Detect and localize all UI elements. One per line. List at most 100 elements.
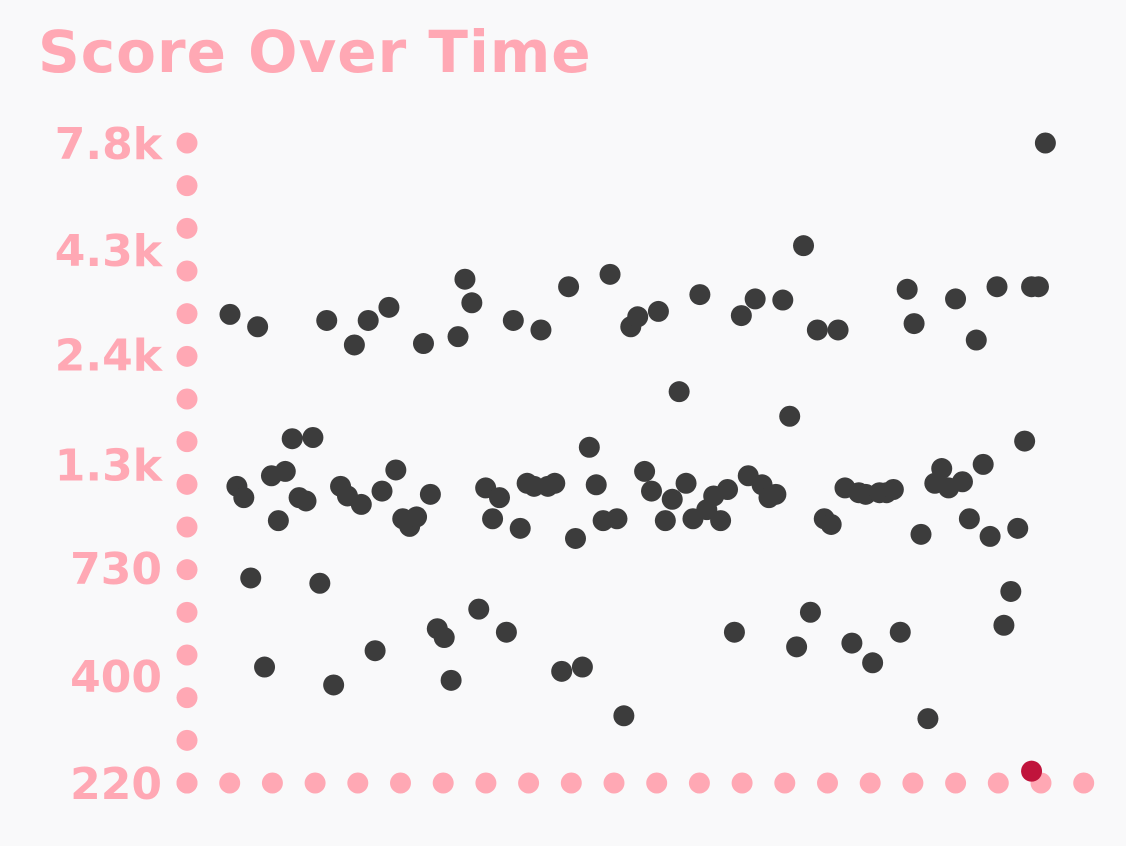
data-point [779, 405, 801, 427]
data-point [993, 614, 1015, 636]
data-point [723, 621, 745, 643]
data-point [364, 640, 386, 662]
data-point [385, 459, 407, 481]
data-point [786, 636, 808, 658]
data-point [447, 326, 469, 348]
data-point [461, 292, 483, 314]
data-point [1034, 132, 1056, 154]
data-point [233, 487, 255, 509]
y-axis-dot [176, 175, 198, 197]
data-point [979, 525, 1001, 547]
data-point [827, 319, 849, 341]
data-point [972, 453, 994, 475]
data-point [710, 510, 732, 532]
data-point [841, 632, 863, 654]
x-axis-dot [432, 772, 454, 794]
data-point [571, 656, 593, 678]
x-axis-dot [688, 772, 710, 794]
data-point [544, 472, 566, 494]
data-point [454, 268, 476, 290]
data-point [627, 306, 649, 328]
data-point [295, 490, 317, 512]
y-tick-labels: 220 400 730 1.3k 2.4k 4.3k 7.8k [55, 119, 164, 810]
chart-title: Score Over Time [38, 18, 592, 86]
data-point [468, 598, 490, 620]
x-axis-dot [347, 772, 369, 794]
y-axis-dot [176, 260, 198, 282]
data-point [219, 303, 241, 325]
data-point [565, 527, 586, 549]
x-axis-dot [603, 772, 625, 794]
y-axis-dot [176, 601, 198, 623]
data-point [378, 296, 400, 318]
data-point [793, 235, 815, 257]
y-axis-dot [176, 687, 198, 709]
x-axis [176, 772, 1095, 794]
data-point [806, 319, 828, 341]
x-axis-dot [945, 772, 967, 794]
data-point [357, 309, 379, 331]
data-point [495, 621, 517, 643]
data-point [240, 567, 262, 589]
data-point [406, 506, 428, 528]
data-point [274, 460, 296, 482]
data-point [951, 471, 973, 493]
y-axis-dot [176, 516, 198, 538]
data-point [482, 508, 504, 530]
data-point [931, 458, 953, 480]
data-point [668, 381, 690, 403]
data-point [606, 508, 628, 530]
data-point [889, 621, 911, 643]
x-axis-dot [560, 772, 582, 794]
y-axis-dot [176, 388, 198, 410]
y-tick-label: 730 [70, 544, 162, 595]
data-point [986, 276, 1008, 298]
data-point [613, 705, 635, 727]
x-axis-dot [475, 772, 497, 794]
data-point [1007, 517, 1029, 539]
data-point [551, 660, 573, 682]
x-axis-dot [774, 772, 796, 794]
data-point [1014, 430, 1036, 452]
x-axis-dot [817, 772, 838, 794]
data-point [316, 309, 338, 331]
data-point [917, 708, 939, 730]
data-point [1000, 580, 1022, 602]
y-tick-label: 2.4k [55, 330, 164, 381]
data-point [530, 319, 552, 341]
y-tick-label: 4.3k [55, 226, 164, 277]
data-point [958, 508, 980, 530]
data-point [585, 474, 607, 496]
data-point [433, 627, 455, 649]
y-tick-label: 400 [70, 652, 162, 703]
data-point [302, 427, 324, 449]
x-axis-dot [859, 772, 881, 794]
x-axis-dot [987, 772, 1009, 794]
data-point [419, 483, 441, 505]
data-point [247, 316, 269, 338]
data-points [219, 132, 1056, 782]
data-point [440, 669, 462, 691]
y-axis-dot [176, 729, 198, 751]
highlight-point [1021, 760, 1043, 782]
data-point [267, 510, 289, 532]
x-axis-dot [1073, 772, 1095, 794]
y-tick-label: 1.3k [55, 440, 164, 491]
data-point [323, 674, 345, 696]
data-point [509, 517, 531, 539]
data-point [717, 479, 739, 501]
data-point [412, 333, 434, 355]
data-point [772, 289, 794, 311]
y-axis-dot [176, 345, 198, 367]
data-point [350, 493, 372, 515]
data-point [578, 436, 600, 458]
data-point [661, 488, 683, 510]
x-axis-dot [518, 772, 540, 794]
x-axis-dot [304, 772, 326, 794]
x-axis-dot [390, 772, 411, 794]
data-point [599, 263, 621, 285]
x-axis-dot [261, 772, 283, 794]
data-point [281, 428, 303, 450]
